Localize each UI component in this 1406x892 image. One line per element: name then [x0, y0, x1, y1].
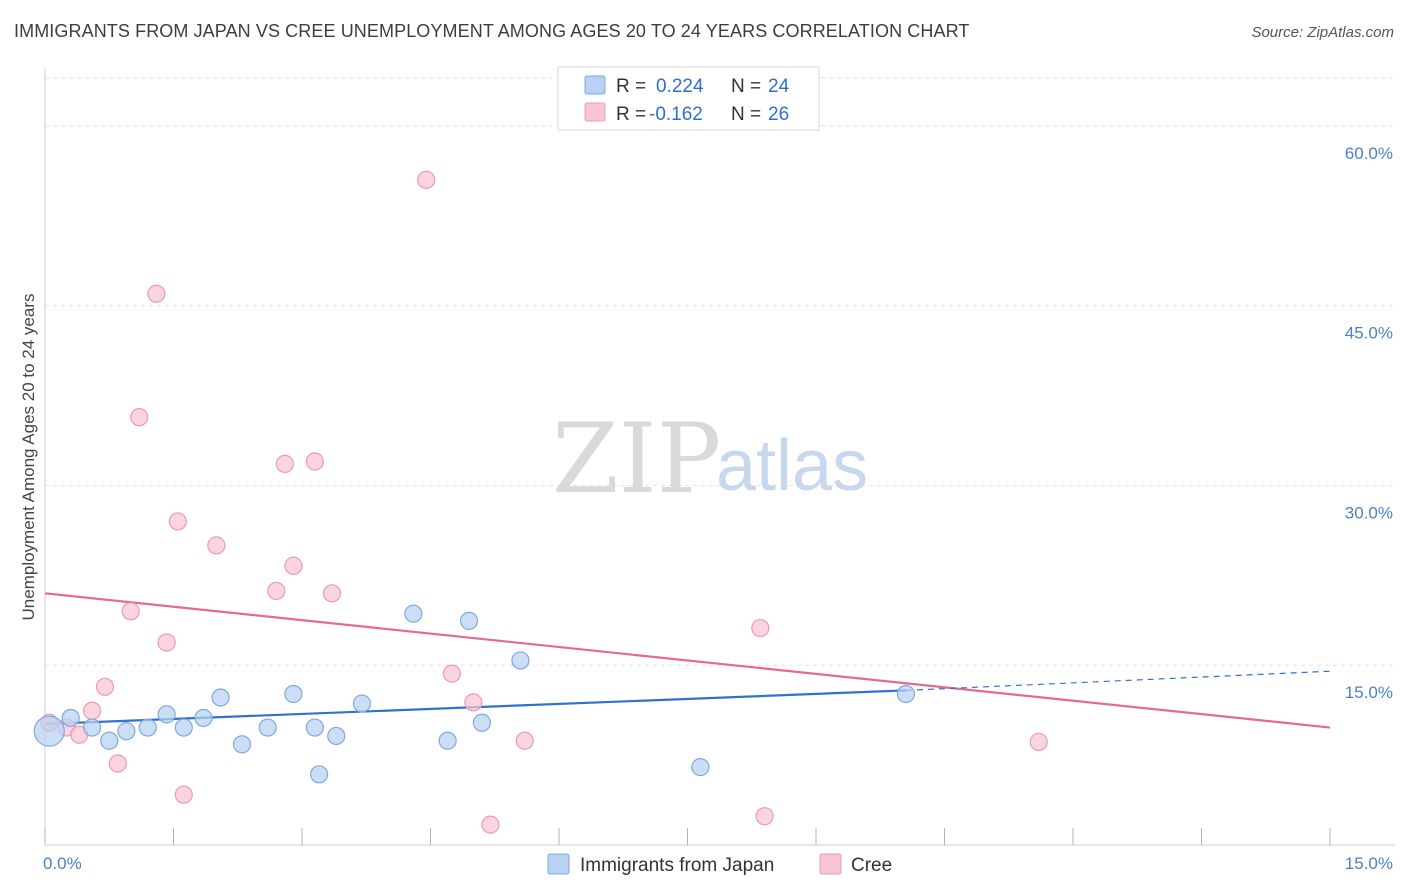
legend-cree-r-label: R = [616, 104, 646, 125]
y-tick-label: 15.0% [1345, 683, 1393, 702]
bottom-legend-swatch-japan [547, 853, 570, 875]
legend-cree-n-label: N = [731, 104, 761, 125]
data-point-japan [117, 722, 136, 741]
legend-swatch-cree [584, 102, 606, 122]
data-point-cree [207, 536, 226, 555]
data-point-japan [404, 604, 423, 623]
data-point-cree [130, 408, 149, 427]
data-point-cree [108, 754, 127, 773]
data-point-japan [174, 718, 193, 737]
data-point-japan [310, 765, 329, 784]
y-tick-label: 45.0% [1345, 324, 1393, 343]
data-point-cree [464, 693, 483, 712]
point-layer [33, 170, 1048, 834]
data-point-japan [511, 651, 530, 670]
bottom-legend-japan-label: Immigrants from Japan [580, 855, 774, 876]
legend-swatch-japan [584, 75, 606, 95]
legend-japan-r-label: R = [616, 76, 646, 97]
trend-layer [44, 592, 1331, 729]
data-point-cree [442, 664, 462, 683]
data-point-japan [352, 694, 372, 713]
data-point-cree [168, 512, 187, 531]
data-point-japan [83, 718, 102, 737]
data-point-cree [1029, 732, 1048, 752]
legend-japan-n-value: 24 [768, 76, 790, 97]
data-point-cree [147, 284, 166, 303]
data-point-japan [691, 758, 710, 777]
data-point-japan [438, 731, 457, 750]
data-point-cree [481, 815, 500, 834]
data-point-japan [100, 731, 119, 750]
trend-line-cree [44, 592, 1331, 729]
stats-legend: R = 0.224 N = 24 R = -0.162 N = 26 [557, 66, 820, 131]
trend-line-japan-extension [905, 670, 1331, 692]
data-point-japan [284, 684, 303, 704]
chart-title: IMMIGRANTS FROM JAPAN VS CREE UNEMPLOYME… [14, 21, 970, 41]
data-point-japan [138, 718, 157, 737]
series-legend: Immigrants from Japan Cree [547, 853, 892, 876]
data-point-cree [322, 584, 342, 603]
data-point-japan [157, 705, 176, 724]
data-point-cree [305, 452, 324, 471]
watermark-zip: ZIP [552, 403, 721, 515]
axis-layer: 15.0% 30.0% 45.0% 60.0% 0.0% 15.0% [43, 68, 1395, 873]
data-point-japan [211, 688, 230, 707]
data-point-japan [327, 726, 346, 746]
data-point-cree [267, 581, 286, 601]
legend-cree-r-value: -0.162 [649, 104, 703, 125]
y-axis-label: Unemployment Among Ages 20 to 24 years [19, 294, 38, 621]
x-tick-label: 0.0% [43, 854, 82, 873]
data-point-japan [61, 708, 80, 728]
data-point-cree [515, 731, 534, 750]
y-tick-label: 30.0% [1345, 503, 1393, 522]
legend-japan-n-label: N = [731, 76, 761, 97]
data-point-japan [258, 718, 277, 737]
data-point-cree [755, 807, 774, 826]
bottom-legend-cree-label: Cree [851, 855, 892, 876]
data-point-japan [472, 713, 491, 732]
source-credit: Source: ZipAtlas.com [1251, 24, 1394, 41]
data-point-cree [751, 618, 770, 638]
data-point-cree [121, 602, 140, 621]
data-point-cree [157, 633, 176, 652]
bottom-legend-swatch-cree [819, 853, 842, 875]
data-point-japan [194, 708, 213, 728]
legend-japan-r-value: 0.224 [656, 76, 704, 97]
data-point-japan [232, 735, 252, 754]
data-point-japan [305, 718, 324, 737]
grid-layer [45, 77, 1395, 666]
data-point-japan [459, 611, 479, 630]
watermark-atlas: atlas [716, 426, 868, 506]
y-tick-label: 60.0% [1345, 144, 1393, 163]
data-point-cree [417, 170, 436, 189]
x-tick-label: 15.0% [1345, 854, 1393, 873]
data-point-cree [83, 701, 102, 720]
data-point-cree [275, 454, 294, 473]
data-point-cree [95, 677, 115, 696]
data-point-japan [896, 684, 916, 704]
data-point-cree [174, 785, 193, 804]
legend-cree-n-value: 26 [768, 104, 789, 125]
data-point-cree [284, 556, 303, 575]
data-point-japan [33, 715, 65, 747]
